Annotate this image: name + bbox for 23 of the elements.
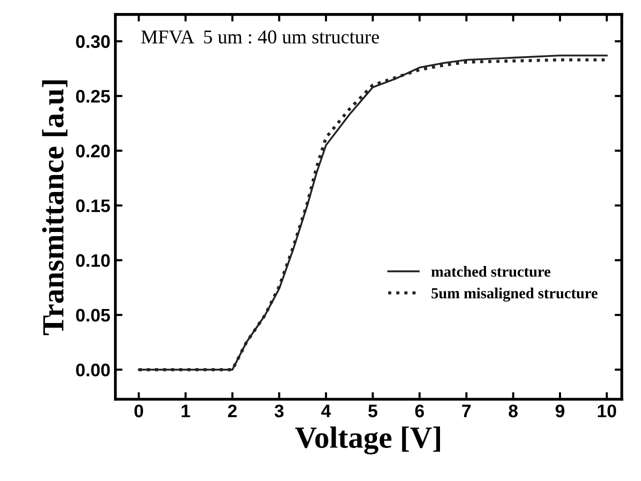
y-tick-label: 0.25 xyxy=(76,90,110,103)
x-tick-label: 4 xyxy=(321,404,331,418)
x-tick-label: 7 xyxy=(462,404,471,418)
x-tick-label: 6 xyxy=(415,404,424,418)
y-axis-title: Transmittance [a.u] xyxy=(42,80,68,336)
x-tick-label: 9 xyxy=(556,404,564,418)
x-tick-label: 2 xyxy=(228,404,237,418)
y-tick-label: 0.20 xyxy=(76,144,110,158)
annotation: MFVA 5 um : 40 um structure xyxy=(141,30,379,44)
x-tick-label: 1 xyxy=(182,404,190,418)
legend-label: 5um misaligned structure xyxy=(432,288,598,302)
x-tick-label: 8 xyxy=(508,404,518,418)
legend-label: matched structure xyxy=(431,266,550,277)
x-tick-label: 10 xyxy=(598,404,616,418)
y-tick-label: 0.00 xyxy=(76,364,110,376)
x-tick-label: 5 xyxy=(368,404,378,418)
y-tick-label: 0.10 xyxy=(76,254,110,267)
y-tick-label: 0.30 xyxy=(76,35,110,48)
y-tick-label: 0.05 xyxy=(76,308,110,322)
x-axis-title: Voltage [V] xyxy=(295,426,440,454)
y-tick-label: 0.15 xyxy=(76,199,110,212)
x-tick-label: 3 xyxy=(274,404,284,418)
x-tick-label: 0 xyxy=(134,404,144,418)
